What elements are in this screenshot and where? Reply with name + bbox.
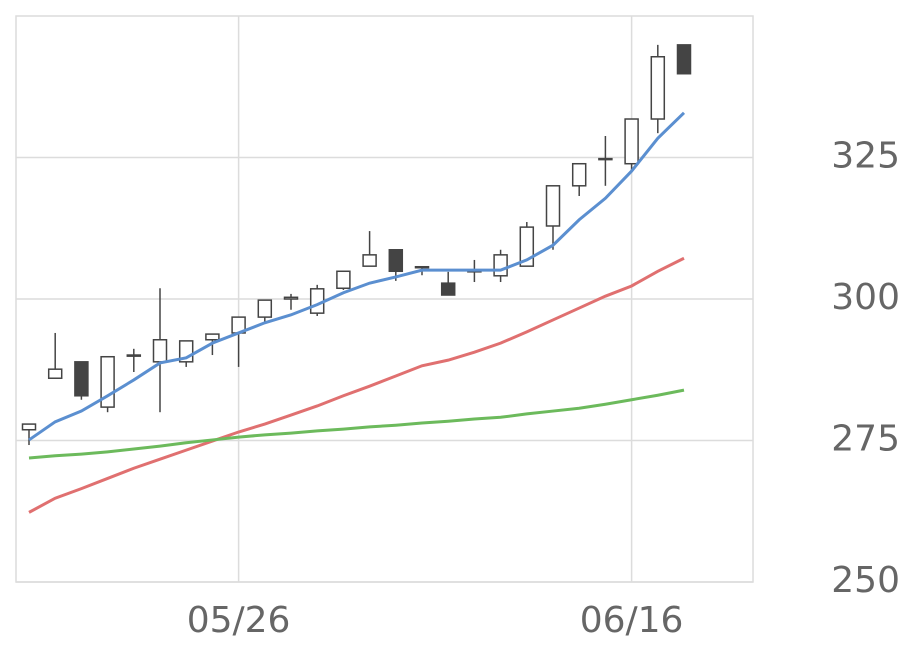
candle-body xyxy=(126,354,142,357)
candle-body xyxy=(74,361,89,397)
candle-body xyxy=(47,368,63,379)
candle-body xyxy=(205,333,220,341)
candle-body xyxy=(493,254,508,277)
candle-body xyxy=(362,254,377,267)
candle-body xyxy=(676,44,692,75)
candle-body xyxy=(152,339,168,363)
candle-body xyxy=(388,249,404,273)
candle-body xyxy=(571,162,587,187)
moving-average-line xyxy=(28,388,685,460)
x-tick-label: 05/26 xyxy=(187,600,291,641)
candle-body xyxy=(21,423,37,431)
y-tick-label: 250 xyxy=(831,560,900,601)
candle-body xyxy=(414,265,430,269)
candle-body xyxy=(624,118,639,165)
candle-body xyxy=(598,157,613,161)
moving-average-line xyxy=(28,256,685,514)
candle-body xyxy=(257,299,273,318)
y-tick-label: 275 xyxy=(831,419,900,460)
candle-body xyxy=(440,282,456,296)
moving-average-line xyxy=(28,111,686,442)
candle-body xyxy=(545,185,561,227)
candle-body xyxy=(336,270,351,289)
x-tick-label: 06/16 xyxy=(580,600,684,641)
candle-body xyxy=(650,56,666,120)
y-tick-label: 325 xyxy=(831,136,900,177)
candle-body xyxy=(283,296,299,300)
y-tick-label: 300 xyxy=(831,277,900,318)
